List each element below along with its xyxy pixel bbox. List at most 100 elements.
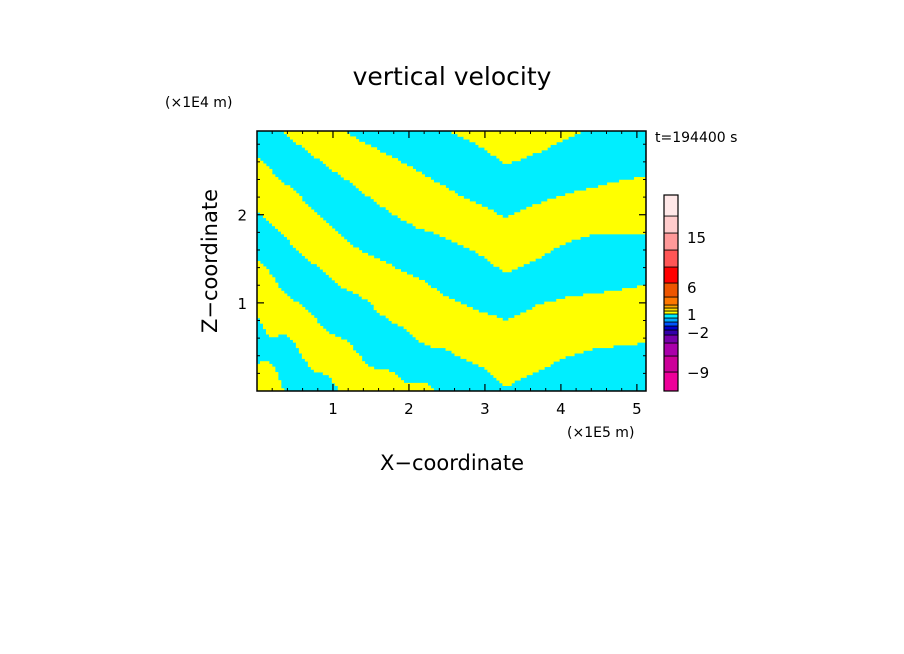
colorbar-level [663, 296, 679, 306]
positive-velocity-cell [337, 171, 422, 175]
x-tick-label: 1 [328, 400, 338, 418]
positive-velocity-cell [361, 190, 455, 194]
colorbar-level [663, 266, 679, 284]
positive-velocity-cell [304, 147, 378, 151]
positive-velocity-cell [547, 198, 646, 202]
positive-velocity-cell [257, 263, 264, 267]
positive-velocity-cell [310, 366, 375, 370]
positive-velocity-cell [257, 269, 270, 273]
positive-velocity-cell [397, 323, 646, 327]
positive-velocity-cell [430, 344, 614, 349]
positive-velocity-cell [257, 366, 276, 370]
positive-velocity-cell [532, 307, 646, 311]
colorbar-level [663, 215, 679, 234]
x-scale-note: (×1E5 m) [567, 425, 634, 441]
positive-velocity-cell [451, 350, 584, 354]
positive-velocity-cell [418, 339, 646, 343]
positive-velocity-cell [257, 307, 306, 311]
positive-velocity-cell [286, 133, 351, 137]
positive-velocity-cell [257, 177, 279, 181]
positive-velocity-cell [331, 277, 419, 281]
positive-velocity-cell [325, 163, 408, 167]
positive-velocity-cell [257, 206, 312, 210]
colorbar-level [663, 282, 679, 298]
positive-velocity-cell [451, 239, 572, 243]
positive-velocity-cell [583, 293, 646, 297]
positive-velocity-cell [313, 155, 393, 159]
positive-velocity-cell [445, 236, 581, 240]
positive-velocity-cell [257, 198, 303, 202]
positive-velocity-cell [502, 382, 512, 386]
positive-velocity-cell [634, 177, 646, 181]
positive-velocity-cell [337, 282, 428, 286]
positive-velocity-cell [257, 193, 300, 197]
colorbar-level [663, 307, 679, 312]
positive-velocity-cell [424, 342, 638, 346]
positive-velocity-cell [257, 369, 276, 373]
positive-velocity-cell [490, 152, 533, 156]
positive-velocity-cell [289, 242, 351, 246]
positive-velocity-cell [466, 358, 560, 362]
chart-title: vertical velocity [353, 62, 552, 91]
plot-area [256, 130, 647, 392]
positive-velocity-cell [271, 223, 330, 227]
positive-velocity-cell [499, 158, 521, 162]
positive-velocity-cell [292, 339, 348, 343]
positive-velocity-cell [257, 266, 267, 270]
positive-velocity-cell [257, 382, 282, 386]
positive-velocity-cell [257, 174, 276, 178]
positive-velocity-cell [331, 377, 402, 381]
positive-velocity-cell [268, 334, 279, 338]
colorbar-label: 1 [687, 306, 697, 324]
positive-velocity-cell [331, 380, 405, 384]
positive-velocity-cell [328, 166, 413, 170]
positive-velocity-cell [257, 293, 288, 297]
positive-velocity-cell [565, 296, 646, 300]
y-tick-label: 2 [237, 207, 247, 225]
positive-velocity-cell [257, 282, 279, 286]
positive-velocity-cell [526, 309, 646, 313]
positive-velocity-cell [286, 236, 345, 240]
positive-velocity-cell [301, 252, 369, 256]
positive-velocity-cell [265, 331, 330, 335]
positive-velocity-cell [337, 388, 434, 391]
positive-velocity-cell [496, 377, 521, 381]
positive-velocity-cell [343, 177, 431, 181]
positive-velocity-cell [298, 347, 354, 351]
positive-velocity-cell [463, 136, 569, 140]
positive-velocity-cell [257, 182, 285, 186]
positive-velocity-cell [412, 223, 646, 227]
positive-velocity-cell [439, 233, 590, 238]
positive-velocity-cell [346, 288, 437, 292]
positive-velocity-cell [358, 187, 449, 191]
positive-velocity-cell [637, 285, 646, 289]
positive-velocity-cell [340, 174, 425, 178]
positive-velocity-cell [508, 317, 646, 321]
positive-velocity-cell [257, 274, 273, 278]
positive-velocity-cell [349, 179, 434, 183]
positive-velocity-cell [307, 149, 381, 154]
positive-velocity-cell [292, 139, 360, 143]
positive-velocity-cell [257, 261, 261, 265]
colorbar-level [663, 313, 679, 319]
positive-velocity-cell [307, 258, 381, 262]
positive-velocity-cell [307, 363, 369, 368]
colorbar-level [663, 371, 679, 392]
colorbar-level [663, 232, 679, 251]
positive-velocity-cell [397, 214, 503, 219]
positive-velocity-cell [257, 372, 279, 376]
positive-velocity-cell [289, 336, 342, 340]
positive-velocity-cell [391, 212, 497, 216]
positive-velocity-cell [379, 312, 488, 316]
colorbar-level [663, 355, 679, 373]
colorbar-label: −2 [687, 324, 709, 342]
y-axis-label: Z−coordinate [198, 189, 222, 333]
positive-velocity-cell [364, 193, 458, 197]
positive-velocity-cell [457, 133, 575, 137]
positive-velocity-cell [257, 377, 279, 381]
positive-velocity-cell [295, 344, 354, 349]
positive-velocity-cell [403, 326, 646, 330]
positive-velocity-cell [331, 168, 416, 173]
